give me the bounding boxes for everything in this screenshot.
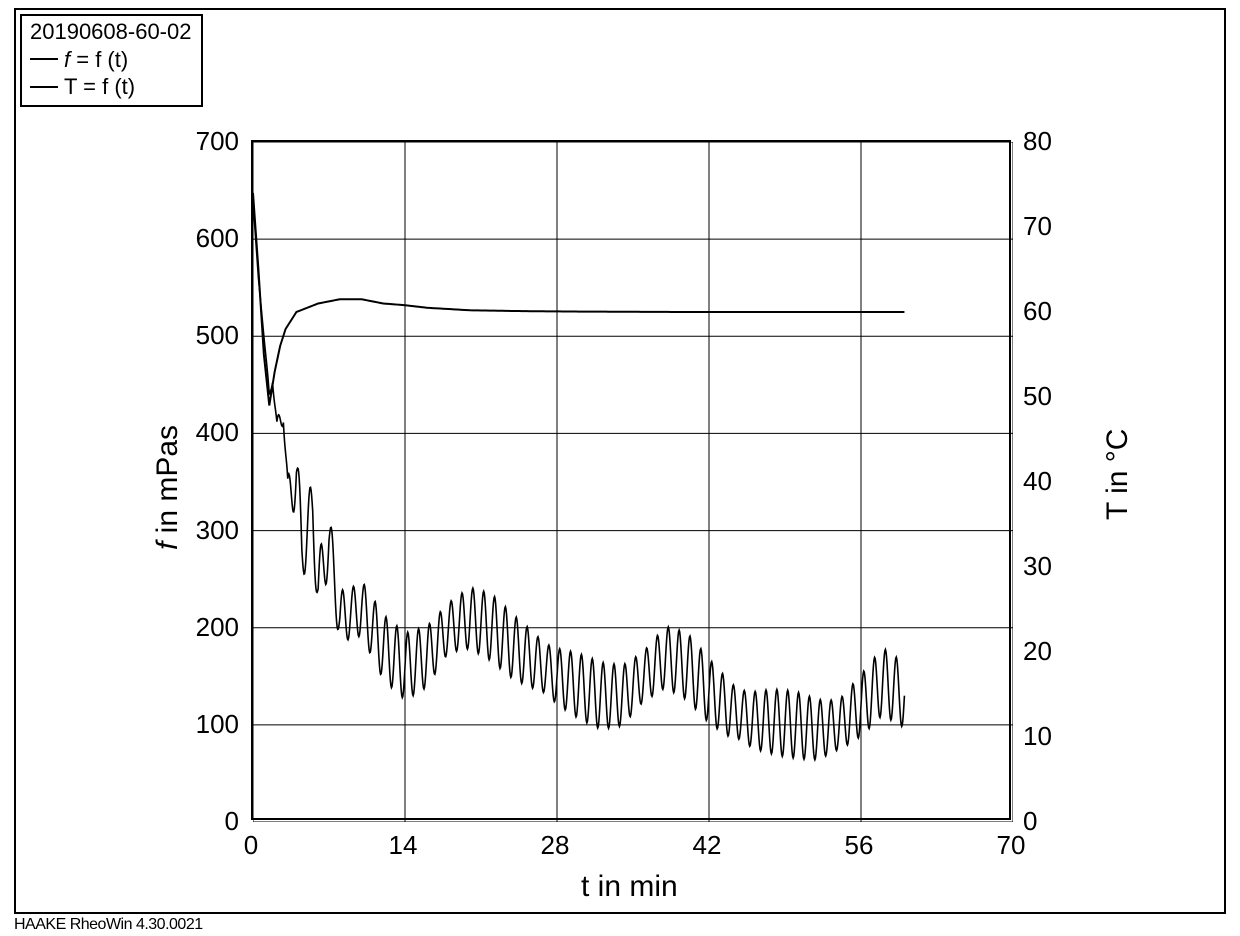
legend-item-2: T = f (t) — [30, 73, 191, 101]
legend-item-2-label: T = f (t) — [64, 73, 135, 101]
tick-label: 10 — [1023, 721, 1052, 752]
plot-svg — [253, 142, 1013, 822]
tick-label: 30 — [1023, 551, 1052, 582]
tick-label: 600 — [196, 223, 239, 254]
tick-label: 56 — [845, 830, 874, 861]
chart-frame: 20190608-60-02 f = f (t) T = f (t) t in … — [14, 8, 1226, 914]
software-footer: HAAKE RheoWin 4.30.0021 — [14, 916, 203, 934]
tick-label: 80 — [1023, 126, 1052, 157]
tick-label: 14 — [389, 830, 418, 861]
tick-label: 20 — [1023, 636, 1052, 667]
plot-area — [251, 140, 1011, 820]
legend-title: 20190608-60-02 — [30, 18, 191, 46]
tick-label: 40 — [1023, 466, 1052, 497]
tick-label: 300 — [196, 515, 239, 546]
tick-label: 500 — [196, 320, 239, 351]
tick-label: 200 — [196, 612, 239, 643]
tick-label: 60 — [1023, 296, 1052, 327]
legend-dash-icon — [30, 86, 58, 88]
tick-label: 400 — [196, 417, 239, 448]
legend-box: 20190608-60-02 f = f (t) T = f (t) — [20, 14, 203, 107]
tick-label: 70 — [997, 830, 1026, 861]
y-left-axis-label: f in mPas — [151, 425, 185, 550]
tick-label: 42 — [693, 830, 722, 861]
legend-dash-icon — [30, 58, 58, 60]
tick-label: 0 — [225, 806, 239, 837]
tick-label: 50 — [1023, 381, 1052, 412]
tick-label: 0 — [244, 830, 258, 861]
tick-label: 70 — [1023, 211, 1052, 242]
legend-item-1-label: f = f (t) — [64, 46, 128, 74]
tick-label: 0 — [1023, 806, 1037, 837]
legend-title-text: 20190608-60-02 — [30, 18, 191, 46]
x-axis-label: t in min — [581, 870, 678, 904]
tick-label: 100 — [196, 709, 239, 740]
tick-label: 700 — [196, 126, 239, 157]
y-right-axis-label: T in °C — [1101, 429, 1135, 520]
tick-label: 28 — [541, 830, 570, 861]
legend-item-1: f = f (t) — [30, 46, 191, 74]
